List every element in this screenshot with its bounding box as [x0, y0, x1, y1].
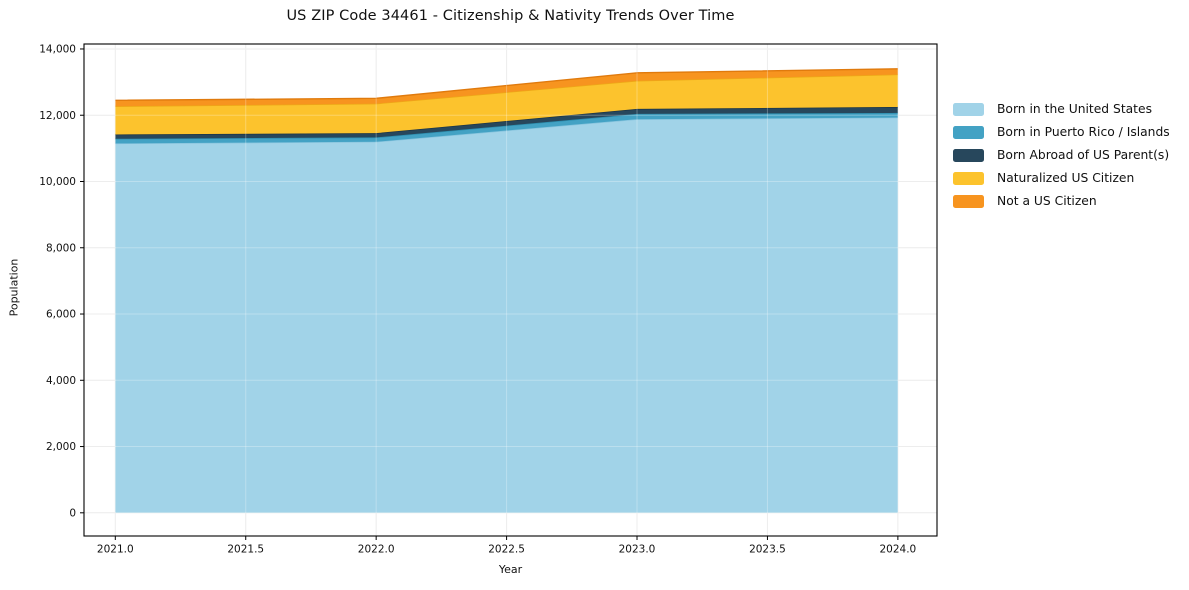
y-tick-label: 0: [69, 508, 76, 520]
y-tick-label: 4,000: [46, 375, 76, 387]
legend-item-born-in-the-united-states: Born in the United States: [953, 102, 1170, 116]
y-tick-label: 8,000: [46, 242, 76, 254]
legend-swatch: [953, 171, 984, 185]
area-born-abroad-of-us-parent-s: [115, 106, 898, 139]
area-naturalized-us-citizen: [115, 74, 898, 135]
y-tick-label: 6,000: [46, 309, 76, 321]
legend-label: Naturalized US Citizen: [997, 171, 1135, 185]
x-tick-label: 2022.0: [358, 544, 395, 556]
x-tick-label: 2023.0: [619, 544, 656, 556]
x-axis-label: Year: [498, 563, 523, 576]
legend-swatch: [953, 148, 984, 162]
x-tick-label: 2022.5: [488, 544, 525, 556]
chart-title: US ZIP Code 34461 - Citizenship & Nativi…: [286, 8, 735, 24]
legend-swatch: [953, 102, 984, 116]
x-tick-label: 2021.5: [227, 544, 264, 556]
legend-item-born-in-puerto-rico-islands: Born in Puerto Rico / Islands: [953, 125, 1170, 139]
area-born-in-puerto-rico-islands: [115, 112, 898, 144]
legend-swatch: [953, 194, 984, 208]
legend-item-not-a-us-citizen: Not a US Citizen: [953, 194, 1170, 208]
y-tick-label: 12,000: [39, 110, 76, 122]
legend: Born in the United States Born in Puerto …: [953, 102, 1170, 208]
area-born-in-the-united-states: [115, 117, 898, 513]
legend-label: Born Abroad of US Parent(s): [997, 148, 1170, 162]
x-tick-label: 2024.0: [879, 544, 916, 556]
plot-border: [83, 43, 938, 537]
legend-label: Born in Puerto Rico / Islands: [997, 125, 1170, 139]
y-tick-label: 2,000: [46, 441, 76, 453]
legend-item-born-abroad-of-us-parent-s: Born Abroad of US Parent(s): [953, 148, 1170, 162]
area-not-a-us-citizen: [115, 68, 898, 107]
y-tick-label: 10,000: [39, 176, 76, 188]
area-edge-not-a-us-citizen: [115, 68, 898, 102]
legend-swatch: [953, 125, 984, 139]
legend-label: Not a US Citizen: [997, 194, 1097, 208]
x-tick-label: 2021.0: [97, 544, 134, 556]
legend-item-naturalized-us-citizen: Naturalized US Citizen: [953, 171, 1170, 185]
y-tick-label: 14,000: [39, 44, 76, 56]
legend-label: Born in the United States: [997, 102, 1152, 116]
x-tick-label: 2023.5: [749, 544, 786, 556]
